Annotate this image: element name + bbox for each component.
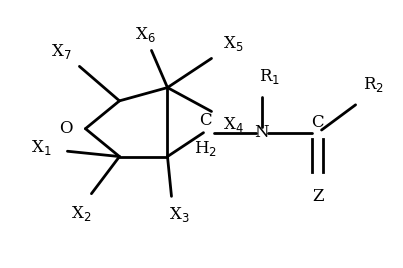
Text: X$_5$: X$_5$ — [223, 34, 244, 53]
Text: H$_2$: H$_2$ — [194, 139, 217, 158]
Text: R$_1$: R$_1$ — [259, 68, 280, 87]
Text: X$_7$: X$_7$ — [51, 42, 72, 61]
Text: O: O — [59, 120, 72, 137]
Text: X$_1$: X$_1$ — [31, 138, 52, 157]
Text: R$_2$: R$_2$ — [363, 75, 384, 94]
Text: X$_6$: X$_6$ — [135, 25, 156, 44]
Text: X$_4$: X$_4$ — [223, 115, 244, 134]
Text: N: N — [254, 124, 269, 141]
Text: Z: Z — [312, 188, 323, 205]
Text: C: C — [311, 114, 324, 131]
Text: C: C — [199, 112, 212, 129]
Text: X$_2$: X$_2$ — [71, 204, 91, 223]
Text: X$_3$: X$_3$ — [169, 205, 190, 224]
